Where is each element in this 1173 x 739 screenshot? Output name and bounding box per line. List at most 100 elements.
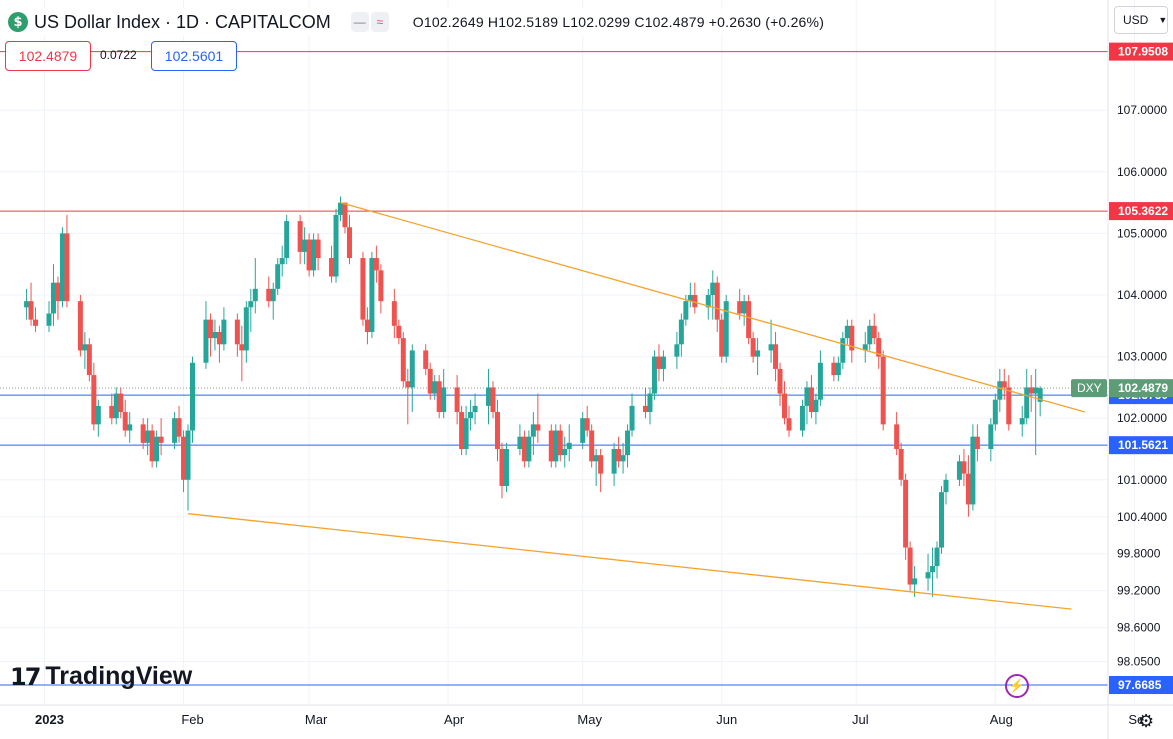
candle [611, 442, 617, 486]
buy-button[interactable]: 102.5601 [151, 41, 237, 71]
candle [521, 430, 527, 468]
candle-body [1033, 387, 1039, 394]
candle [86, 338, 92, 382]
candle-body [553, 430, 559, 462]
candle-body [333, 214, 339, 277]
candle [472, 393, 478, 425]
candle [432, 375, 438, 400]
candle-body [203, 319, 209, 363]
candle [970, 424, 976, 511]
candle-body [176, 418, 182, 437]
candle [59, 227, 65, 308]
candle [1037, 386, 1043, 417]
candle-body [934, 547, 940, 567]
candle-body [526, 436, 532, 462]
candle [28, 282, 34, 326]
candle-body [266, 288, 272, 302]
candle [311, 233, 317, 277]
candle [122, 399, 128, 437]
sell-button[interactable]: 102.4879 [5, 41, 91, 71]
candle-body [499, 449, 505, 486]
candle-body [172, 418, 178, 443]
candle-body [270, 288, 276, 302]
candle [687, 282, 693, 308]
candle-body [378, 270, 384, 302]
price-level-badge-bg [1109, 42, 1173, 61]
candle [894, 412, 900, 456]
candle-body [315, 239, 321, 259]
candle-body [517, 436, 523, 449]
tradingview-wordmark: TradingView [45, 662, 193, 690]
candle-body [782, 393, 788, 419]
candle-body [871, 325, 877, 339]
candle [593, 449, 599, 486]
candle-body [705, 295, 711, 308]
candle [808, 375, 814, 419]
candle [77, 295, 83, 357]
candle-body [109, 405, 115, 419]
candle-body [835, 362, 841, 376]
price-level-badge-label: 97.6685 [1118, 678, 1162, 692]
candle-body [463, 418, 469, 449]
candle [302, 227, 308, 265]
price-level-badge: 97.6685 [1109, 676, 1173, 695]
candle [719, 313, 725, 363]
time-tick-label: Apr [444, 712, 465, 727]
candle-body [625, 430, 631, 456]
candle [674, 331, 680, 369]
candle [584, 405, 590, 437]
candle [598, 449, 604, 493]
candle-body [817, 362, 823, 400]
currency-selector[interactable]: USD ▼ [1114, 6, 1168, 34]
candle [270, 282, 276, 320]
candle [849, 319, 855, 363]
candle [813, 393, 819, 425]
candle-body [992, 399, 998, 425]
candle [553, 424, 559, 468]
candle-body [503, 449, 509, 486]
hide-indicators-icon[interactable]: — [350, 12, 369, 32]
candle-body [593, 455, 599, 462]
candle-body [436, 381, 442, 413]
candle-body [876, 338, 882, 357]
indicator-toggle-group: — ≈ [350, 12, 389, 32]
candle [867, 319, 873, 351]
candle [46, 301, 52, 332]
candle-body [629, 405, 635, 431]
symbol-title[interactable]: US Dollar Index · 1D · CAPITALCOM [34, 11, 331, 32]
candle-body [939, 492, 944, 548]
candle [378, 264, 384, 314]
candle [580, 412, 586, 449]
candle-body [589, 430, 595, 462]
time-tick-label: May [577, 712, 602, 727]
candle-body [391, 301, 397, 326]
candle-body [894, 424, 900, 449]
candle [925, 553, 931, 591]
candle-body [584, 418, 590, 431]
candle [705, 288, 711, 320]
candle-body [562, 449, 568, 456]
tradingview-logo[interactable]: 17 TradingView [10, 662, 192, 691]
gear-icon[interactable]: ⚙ [1138, 711, 1155, 731]
lightning-icon[interactable]: ⚡ [1005, 674, 1029, 698]
candle-body [548, 430, 554, 462]
candle [548, 424, 554, 468]
candle [939, 485, 944, 554]
compare-icon[interactable]: ≈ [370, 12, 389, 32]
candle-body [284, 221, 290, 259]
candle-body [454, 387, 460, 413]
candle-body [642, 405, 648, 413]
candle [907, 541, 913, 591]
candle [629, 393, 635, 437]
candle-body [786, 418, 792, 431]
time-tick-label: Jul [852, 712, 869, 727]
candle [503, 442, 509, 493]
candle-body [306, 239, 312, 271]
candle-body [55, 282, 61, 302]
candle-body [185, 430, 191, 480]
candle-body [535, 424, 541, 431]
candle-body [710, 282, 716, 295]
candle-body [441, 387, 447, 413]
candle-body [844, 325, 850, 339]
